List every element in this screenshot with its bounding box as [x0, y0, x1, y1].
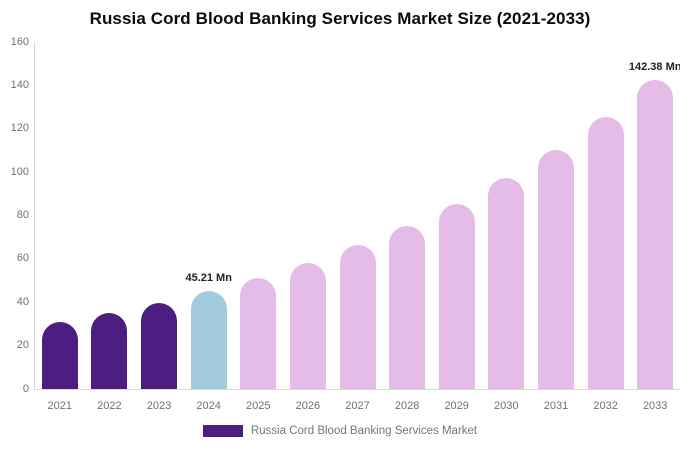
x-tick-label: 2031	[543, 400, 569, 412]
x-axis-line	[34, 389, 680, 390]
bar-2027	[339, 245, 376, 389]
bar-2028	[389, 225, 426, 389]
y-tick-label: 40	[16, 296, 29, 308]
x-tick-label: 2025	[246, 400, 271, 412]
bar-2032	[587, 117, 624, 389]
x-tick-label: 2028	[394, 400, 420, 412]
bar-2031	[538, 149, 574, 389]
bar-2029	[438, 203, 475, 389]
x-tick-label: 2022	[97, 400, 122, 412]
x-tick-label: 2026	[295, 400, 321, 412]
y-tick-label: 100	[10, 166, 29, 178]
y-tick-label: 80	[16, 209, 29, 221]
bar-2023	[141, 302, 177, 389]
y-tick-label: 0	[22, 383, 29, 395]
y-tick-label: 60	[16, 252, 29, 264]
bar-value-label-2024: 45.21 Mn	[185, 272, 232, 284]
y-tick-label: 120	[10, 122, 29, 134]
legend: Russia Cord Blood Banking Services Marke…	[0, 425, 680, 437]
y-tick-label: 20	[16, 339, 29, 351]
chart-title: Russia Cord Blood Banking Services Marke…	[89, 9, 591, 28]
x-tick-label: 2033	[642, 400, 668, 412]
x-tick-label: 2030	[494, 400, 519, 412]
bar-2030	[488, 178, 525, 389]
bar-2025	[240, 277, 277, 389]
legend-label: Russia Cord Blood Banking Services Marke…	[250, 425, 478, 437]
legend-swatch	[202, 425, 243, 437]
x-tick-label: 2021	[47, 400, 73, 412]
bar-value-label-2033: 142.38 Mn	[628, 61, 680, 74]
y-axis-line	[34, 42, 35, 389]
x-tick-label: 2032	[593, 400, 618, 412]
bar-2022	[91, 313, 128, 389]
x-tick-label: 2029	[444, 400, 469, 412]
x-tick-label: 2023	[146, 400, 172, 412]
bar-2026	[289, 262, 326, 389]
bar-2033	[637, 80, 674, 389]
x-tick-label: 2024	[196, 400, 221, 412]
bar-2024	[190, 291, 227, 389]
x-tick-label: 2027	[345, 400, 370, 412]
bar-2021	[41, 322, 78, 389]
y-tick-label: 160	[10, 36, 29, 48]
y-tick-label: 140	[10, 79, 29, 91]
